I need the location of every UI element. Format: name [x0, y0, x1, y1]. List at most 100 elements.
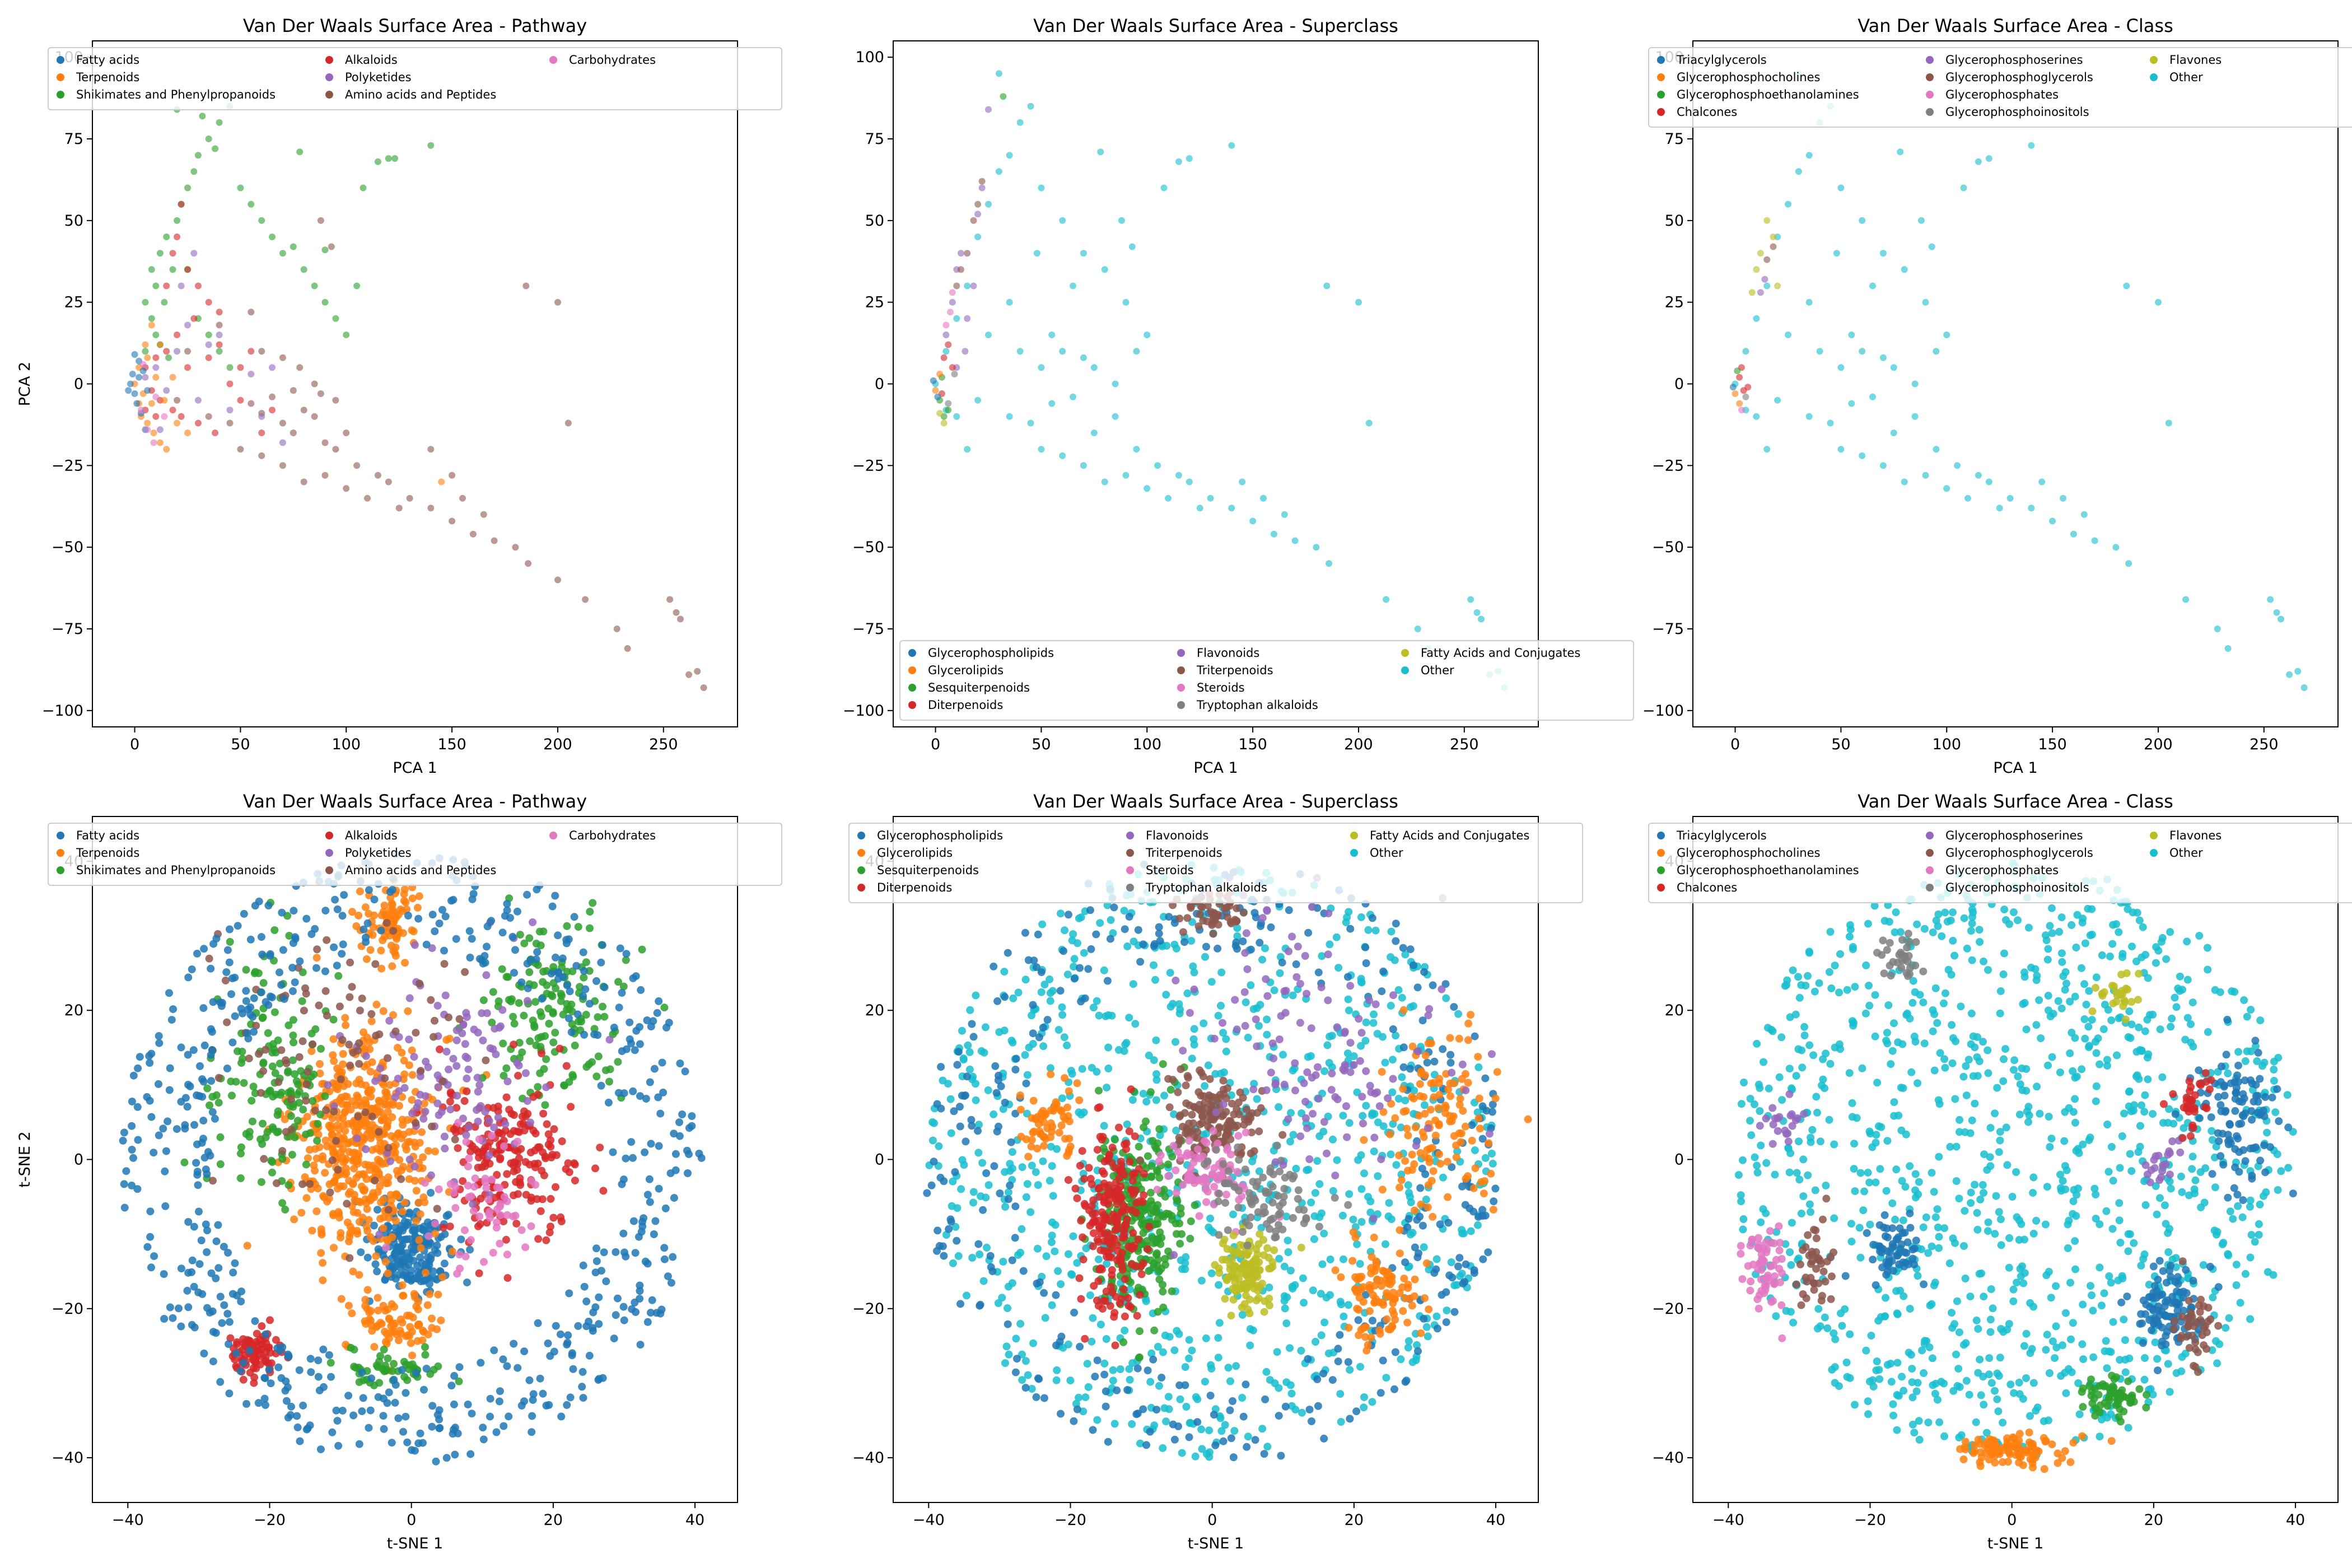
- data-point: [1481, 1074, 1490, 1082]
- data-point: [1191, 1201, 1199, 1210]
- legend-marker: [1926, 73, 1934, 81]
- data-point: [684, 1169, 692, 1177]
- data-point: [549, 1008, 557, 1016]
- data-point: [1763, 217, 1771, 224]
- data-point: [466, 1450, 475, 1458]
- data-point: [248, 1117, 256, 1126]
- data-point: [949, 289, 956, 296]
- data-point: [1181, 1363, 1189, 1371]
- data-point: [1024, 956, 1033, 964]
- data-point: [1394, 986, 1403, 994]
- data-point: [1069, 1232, 1077, 1240]
- data-point: [427, 505, 435, 512]
- data-point: [1324, 1349, 1333, 1357]
- data-point: [139, 367, 147, 375]
- data-point: [1016, 119, 1024, 126]
- data-point: [1411, 1123, 1420, 1132]
- data-point: [352, 922, 361, 930]
- data-point: [446, 1105, 455, 1114]
- data-point: [359, 1376, 367, 1384]
- data-point: [463, 1087, 471, 1095]
- data-point: [974, 396, 982, 404]
- data-point: [199, 1004, 208, 1012]
- data-point: [1052, 1291, 1060, 1299]
- data-point: [969, 1198, 977, 1207]
- x-tick-label: 200: [543, 736, 572, 753]
- data-point: [368, 1121, 376, 1129]
- data-point: [353, 1134, 361, 1142]
- data-point: [290, 387, 297, 394]
- data-point: [412, 1119, 420, 1127]
- data-point: [203, 1248, 211, 1256]
- data-point: [367, 1093, 375, 1101]
- data-point: [503, 1274, 512, 1282]
- data-point: [1376, 1389, 1385, 1397]
- data-point: [335, 1214, 344, 1222]
- data-point: [1402, 1376, 1411, 1385]
- data-point: [1408, 1358, 1417, 1366]
- data-point: [945, 400, 952, 407]
- data-point: [214, 1264, 223, 1272]
- data-point: [1416, 1080, 1424, 1088]
- data-point: [321, 907, 330, 915]
- data-point: [564, 1331, 572, 1340]
- data-point: [363, 1205, 371, 1213]
- data-point: [363, 1253, 372, 1262]
- axes-frame: [893, 40, 1539, 727]
- legend-marker: [1177, 649, 1185, 657]
- data-point: [371, 1177, 379, 1185]
- data-point: [1448, 1273, 1457, 1282]
- x-axis-label: t-SNE 1: [387, 1535, 444, 1552]
- data-point: [505, 1105, 514, 1114]
- data-point: [382, 919, 391, 927]
- data-point: [1444, 1193, 1452, 1201]
- data-point: [369, 923, 377, 931]
- data-point: [1029, 1339, 1037, 1347]
- data-point: [592, 1257, 601, 1266]
- data-point: [985, 332, 992, 338]
- legend-label: Shikimates and Phenylpropanoids: [76, 864, 276, 877]
- data-point: [478, 1009, 486, 1018]
- data-point: [638, 945, 646, 954]
- data-point: [1848, 332, 1855, 338]
- data-point: [1133, 348, 1140, 355]
- data-point: [1476, 1124, 1484, 1133]
- data-point: [1365, 1284, 1374, 1292]
- data-point: [1215, 1319, 1224, 1327]
- data-point: [974, 1149, 983, 1157]
- data-point: [1079, 1256, 1088, 1264]
- y-tick-label: −50: [52, 539, 83, 556]
- data-point: [282, 1377, 290, 1385]
- data-point: [1041, 1314, 1049, 1322]
- data-point: [979, 1206, 987, 1214]
- data-point: [951, 371, 958, 377]
- data-point: [502, 1064, 511, 1072]
- data-point: [355, 1098, 363, 1107]
- data-point: [1312, 1338, 1320, 1346]
- data-point: [1324, 1112, 1332, 1121]
- series-fatty-acids: [125, 351, 151, 433]
- data-point: [1315, 1132, 1324, 1140]
- data-point: [1185, 1354, 1193, 1362]
- data-point: [1089, 1229, 1098, 1238]
- data-point: [1334, 1345, 1342, 1353]
- data-point: [1297, 1347, 1305, 1355]
- data-point: [1226, 1377, 1234, 1385]
- data-point: [974, 1240, 983, 1248]
- data-point: [1954, 462, 1961, 469]
- data-point: [1111, 1226, 1119, 1234]
- data-point: [647, 1140, 655, 1148]
- data-point: [1032, 1168, 1040, 1177]
- data-point: [464, 1401, 472, 1408]
- data-point: [1061, 1135, 1069, 1143]
- data-point: [1027, 419, 1034, 427]
- data-point: [245, 1346, 254, 1355]
- data-point: [494, 1113, 502, 1122]
- data-point: [329, 1051, 337, 1060]
- data-point: [510, 1040, 518, 1049]
- data-point: [380, 933, 389, 941]
- data-point: [1359, 1112, 1367, 1120]
- data-point: [529, 1093, 538, 1101]
- data-point: [440, 946, 448, 955]
- data-point: [398, 1241, 407, 1249]
